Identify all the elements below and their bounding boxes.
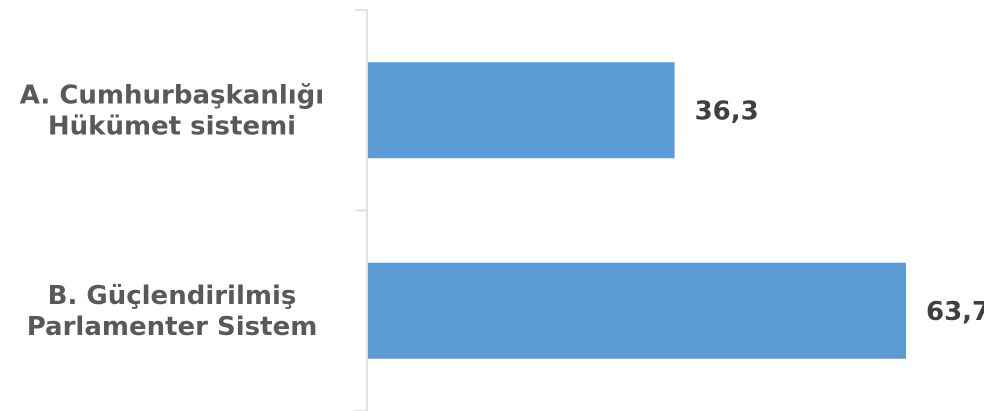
- bar: [368, 262, 906, 359]
- value-label: 63,7: [926, 297, 984, 327]
- category-label: B. Güçlendirilmiş Parlamenter Sistem: [27, 281, 318, 342]
- category-label-line: Hükümet sistemi: [48, 111, 296, 141]
- category-label-line: A. Cumhurbaşkanlığı: [20, 80, 324, 110]
- bar: [368, 62, 675, 159]
- category-label: A. Cumhurbaşkanlığı Hükümet sistemi: [20, 80, 324, 141]
- value-label: 36,3: [695, 96, 759, 126]
- category-label-line: B. Güçlendirilmiş: [48, 281, 297, 311]
- category-label-line: Parlamenter Sistem: [27, 312, 318, 342]
